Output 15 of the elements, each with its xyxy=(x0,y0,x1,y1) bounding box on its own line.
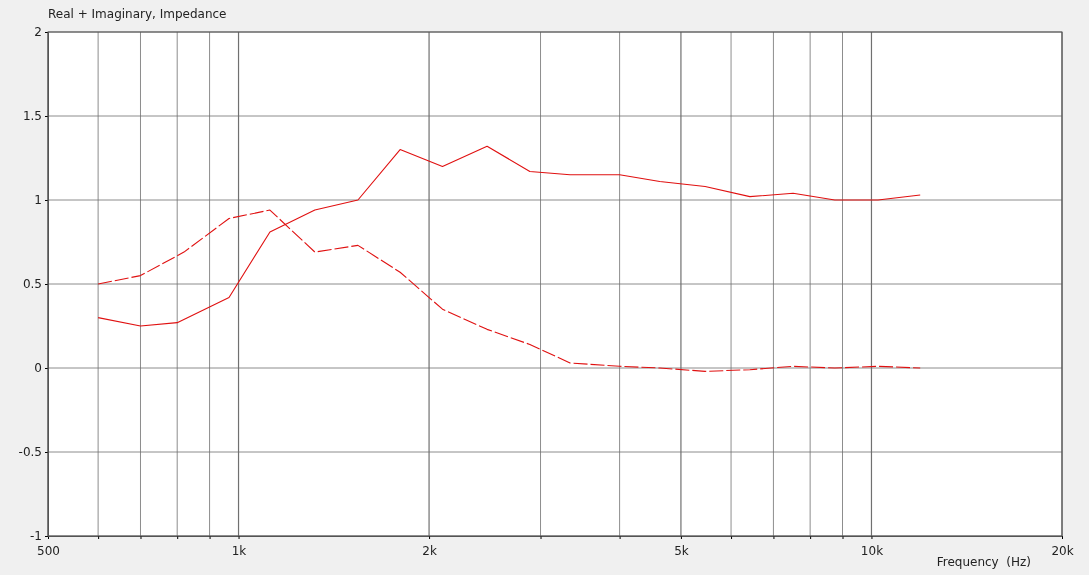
x-tick-label: 10k xyxy=(860,544,884,559)
x-tick-label: 5k xyxy=(674,544,689,559)
x-tick-label: 500 xyxy=(37,544,60,559)
y-tick-label: -0.5 xyxy=(18,445,42,460)
x-tick-label: 20k xyxy=(1051,544,1074,559)
y-tick-label: 0.5 xyxy=(22,277,42,292)
y-tick-label: 1.5 xyxy=(22,109,42,124)
x-tick-label: 1k xyxy=(231,544,247,559)
y-tick-label: 2 xyxy=(34,25,42,40)
y-tick-label: -1 xyxy=(30,529,42,544)
x-axis-title: Frequency (Hz) xyxy=(936,555,1031,569)
chart-title: Real + Imaginary, Impedance xyxy=(48,7,227,21)
y-tick-label: 0 xyxy=(34,361,42,376)
x-tick-label: 2k xyxy=(422,544,437,559)
y-tick-label: 1 xyxy=(34,193,42,208)
